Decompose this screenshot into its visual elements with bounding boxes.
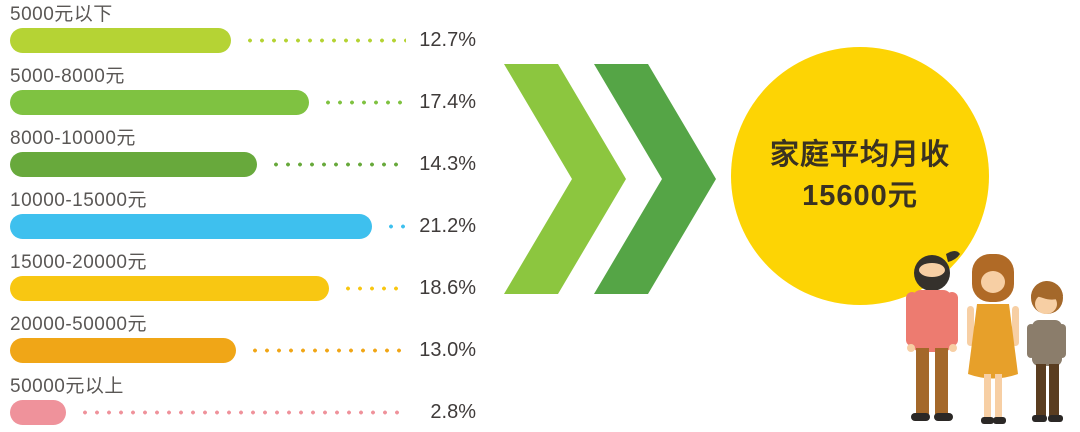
- woman-figure: [967, 254, 1019, 424]
- bar: [10, 338, 236, 363]
- chevron-right-icon: [504, 64, 716, 294]
- dotted-leader: [249, 338, 406, 363]
- dotted-leader: [385, 214, 406, 239]
- boy-figure: [1027, 280, 1066, 422]
- value-label: 12.7%: [419, 29, 476, 51]
- value-label: 13.0%: [419, 339, 476, 361]
- dotted-leader: [342, 276, 406, 301]
- dotted-leader: [244, 28, 406, 53]
- bar: [10, 90, 309, 115]
- man-figure: [906, 251, 960, 421]
- bar-row: 5000-8000元 17.4%: [10, 64, 476, 115]
- category-label: 10000-15000元: [10, 190, 147, 211]
- summary-text-line2: 15600元: [802, 180, 918, 212]
- bar: [10, 28, 231, 53]
- category-label: 5000元以下: [10, 4, 113, 25]
- dotted-leader: [322, 90, 406, 115]
- bar-row: 15000-20000元 18.6%: [10, 250, 476, 301]
- value-label: 14.3%: [419, 153, 476, 175]
- category-label: 15000-20000元: [10, 252, 147, 273]
- bar-row: 8000-10000元 14.3%: [10, 126, 476, 177]
- bar-row: 50000元以上 2.8%: [10, 374, 476, 425]
- summary-text-line1: 家庭平均月收: [769, 139, 950, 171]
- bar-row: 10000-15000元 21.2%: [10, 188, 476, 239]
- income-bar-chart: 5000元以下 12.7% 5000-8000元 17.4% 8000-1000…: [10, 2, 476, 432]
- dotted-leader: [270, 152, 406, 177]
- bar: [10, 276, 329, 301]
- chevron-2: [594, 64, 716, 294]
- chevron-1: [504, 64, 626, 294]
- bar: [10, 214, 372, 239]
- value-label: 18.6%: [419, 277, 476, 299]
- value-label: 17.4%: [419, 91, 476, 113]
- bar-row: 5000元以下 12.7%: [10, 2, 476, 53]
- bar: [10, 152, 257, 177]
- category-label: 8000-10000元: [10, 128, 136, 149]
- value-label: 21.2%: [419, 215, 476, 237]
- bar: [10, 400, 66, 425]
- category-label: 5000-8000元: [10, 66, 125, 87]
- bar-row: 20000-50000元 13.0%: [10, 312, 476, 363]
- family-illustration: [906, 251, 1066, 424]
- value-label: 2.8%: [430, 401, 476, 423]
- dotted-leader: [79, 400, 406, 425]
- category-label: 20000-50000元: [10, 314, 147, 335]
- category-label: 50000元以上: [10, 376, 124, 397]
